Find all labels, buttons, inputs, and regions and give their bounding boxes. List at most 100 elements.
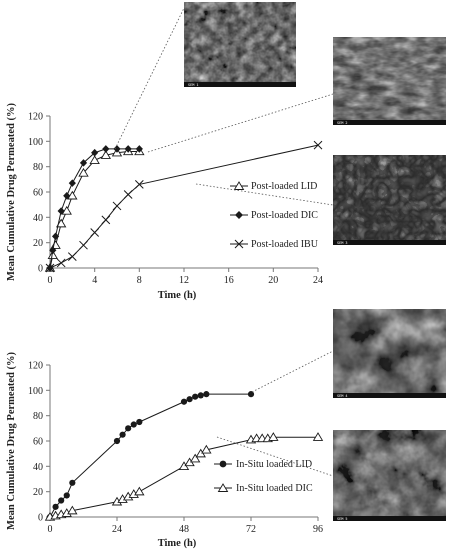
- legend-label: In-Situ loaded LID: [236, 459, 312, 470]
- circle-marker: [113, 437, 121, 445]
- circle-marker: [136, 418, 143, 426]
- x-tick-label: 24: [112, 524, 122, 535]
- diamond-marker-icon: [235, 211, 243, 219]
- x-tick-label: 96: [313, 524, 323, 535]
- diamond-marker: [51, 232, 60, 241]
- diamond-marker: [57, 207, 65, 215]
- y-tick-label: 0: [38, 513, 43, 524]
- circle-marker: [130, 421, 137, 428]
- x-marker: [313, 140, 323, 150]
- x-marker: [79, 240, 88, 250]
- diamond-marker: [124, 145, 132, 153]
- connector-line: [216, 436, 334, 477]
- y-tick-label: 60: [33, 437, 43, 448]
- legend-entry: In-Situ loaded LID: [214, 459, 312, 470]
- connector-line: [147, 93, 334, 153]
- circle-marker: [69, 479, 76, 486]
- x-tick-label: 16: [224, 275, 234, 286]
- chart-bottom: 0 20 40 60 80 100 120 0 24 48 72 96 Time…: [6, 352, 324, 549]
- y-axis-label-bottom: Mean Cumulative Drug Permeated (%): [6, 352, 17, 530]
- series-line: [49, 393, 251, 518]
- x-tick-label: 24: [313, 275, 323, 286]
- x-tick-label: 48: [179, 524, 189, 535]
- x-tick-label: 4: [92, 275, 97, 286]
- y-tick-label: 40: [33, 213, 43, 224]
- x-tick-labels-bottom: 0 24 48 72 96: [48, 524, 324, 535]
- sem-scale-bar-label: SEM 5: [337, 517, 348, 521]
- triangle-marker: [47, 250, 58, 259]
- x-marker: [56, 258, 66, 268]
- diamond-marker: [63, 192, 71, 200]
- legend-entry: In-Situ loaded DIC: [214, 483, 313, 494]
- chart-top: 0 20 40 60 80 100 120 0 4 8 12 16 20 24 …: [6, 103, 323, 301]
- triangle-marker-icon: [233, 181, 245, 190]
- y-tick-label: 0: [38, 264, 43, 275]
- circle-marker: [180, 398, 188, 405]
- legend-label: Post-loaded IBU: [251, 239, 319, 250]
- triangle-marker: [189, 453, 201, 463]
- y-axis-label-top: Mean Cumulative Drug Permeated (%): [6, 103, 17, 281]
- legend-entry: Post-loaded DIC: [230, 210, 318, 221]
- circle-marker: [247, 391, 255, 398]
- legend-entry: Post-loaded LID: [230, 181, 317, 192]
- legend-entry: Post-loaded IBU: [230, 239, 319, 250]
- x-marker: [123, 190, 133, 199]
- triangle-marker: [78, 167, 89, 177]
- x-tick-labels-top: 0 4 8 12 16 20 24: [48, 275, 324, 286]
- sem-micrograph: SEM 3: [333, 155, 446, 245]
- sem-micrograph: SEM 5: [333, 430, 446, 521]
- legend-label: Post-loaded LID: [251, 181, 317, 192]
- connector-lines: [114, 3, 334, 477]
- y-tick-labels-top: 0 20 40 60 80 100 120: [28, 112, 43, 275]
- x-marker: [90, 228, 100, 237]
- triangle-marker: [89, 155, 100, 164]
- series-line: [49, 436, 318, 518]
- y-tick-label: 60: [33, 188, 43, 199]
- legend-bottom: In-Situ loaded LID In-Situ loaded DIC: [214, 459, 313, 494]
- y-tick-label: 80: [33, 411, 43, 422]
- x-marker: [45, 263, 55, 273]
- series-line: [49, 144, 319, 269]
- x-tick-label: 0: [48, 275, 53, 286]
- x-marker: [112, 201, 122, 211]
- diamond-marker: [79, 159, 88, 167]
- y-tick-label: 80: [33, 162, 43, 173]
- legend-label: Post-loaded DIC: [251, 210, 318, 221]
- connector-line: [114, 3, 187, 150]
- sem-scale-bar-label: SEM 1: [188, 83, 199, 87]
- circle-marker: [192, 393, 199, 400]
- sem-scale-bar-label: SEM 2: [337, 121, 348, 125]
- sem-scale-bar-label: SEM 4: [337, 394, 348, 398]
- series-top: [44, 140, 323, 273]
- diamond-marker: [102, 145, 110, 153]
- triangle-marker: [61, 205, 72, 215]
- sem-micrograph: SEM 2: [333, 37, 446, 125]
- legend-top: Post-loaded LID Post-loaded DIC Post-loa…: [230, 181, 319, 250]
- triangle-marker-icon: [217, 483, 229, 492]
- y-tick-label: 20: [33, 238, 43, 249]
- series-bottom: [44, 391, 324, 521]
- x-marker: [101, 215, 111, 225]
- circle-marker: [203, 391, 210, 398]
- y-ticks-bottom: [46, 364, 50, 518]
- triangle-marker: [134, 486, 145, 496]
- x-tick-label: 72: [246, 524, 256, 535]
- triangle-marker: [67, 505, 78, 515]
- circle-marker: [58, 497, 65, 504]
- diamond-marker: [113, 145, 121, 153]
- triangle-marker: [268, 432, 279, 441]
- x-tick-label: 8: [137, 275, 142, 286]
- x-ticks-top: [49, 268, 319, 272]
- sem-micrograph: SEM 4: [333, 309, 446, 398]
- circle-marker: [52, 503, 59, 510]
- circle-marker: [197, 392, 204, 399]
- x-ticks-bottom: [49, 517, 319, 521]
- circle-marker: [186, 396, 193, 403]
- x-marker: [134, 180, 144, 189]
- y-tick-label: 40: [33, 462, 43, 473]
- x-axis-label-top: Time (h): [158, 290, 197, 301]
- circle-marker: [63, 492, 70, 499]
- diamond-marker: [135, 145, 143, 153]
- x-tick-label: 20: [268, 275, 278, 286]
- y-tick-labels-bottom: 0 20 40 60 80 100 120: [28, 361, 43, 524]
